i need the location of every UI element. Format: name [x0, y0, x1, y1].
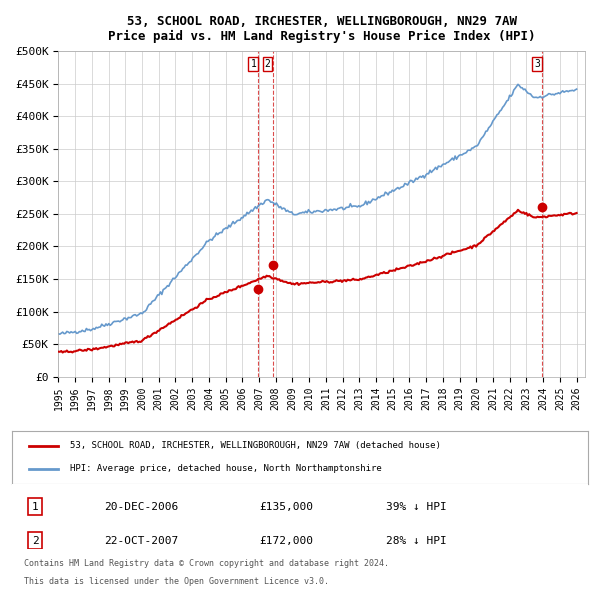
Text: 11-DEC-2023: 11-DEC-2023	[104, 570, 178, 579]
Text: 2: 2	[32, 536, 38, 546]
Text: 3: 3	[535, 59, 540, 69]
Text: 35% ↓ HPI: 35% ↓ HPI	[386, 570, 447, 579]
Text: 20-DEC-2006: 20-DEC-2006	[104, 502, 178, 512]
Text: 3: 3	[32, 570, 38, 579]
Text: This data is licensed under the Open Government Licence v3.0.: This data is licensed under the Open Gov…	[23, 577, 329, 586]
Text: 1: 1	[32, 502, 38, 512]
Title: 53, SCHOOL ROAD, IRCHESTER, WELLINGBOROUGH, NN29 7AW
Price paid vs. HM Land Regi: 53, SCHOOL ROAD, IRCHESTER, WELLINGBOROU…	[108, 15, 535, 43]
Text: HPI: Average price, detached house, North Northamptonshire: HPI: Average price, detached house, Nort…	[70, 464, 382, 473]
Text: 53, SCHOOL ROAD, IRCHESTER, WELLINGBOROUGH, NN29 7AW (detached house): 53, SCHOOL ROAD, IRCHESTER, WELLINGBOROU…	[70, 441, 440, 450]
Text: Contains HM Land Registry data © Crown copyright and database right 2024.: Contains HM Land Registry data © Crown c…	[23, 559, 389, 568]
Text: £172,000: £172,000	[260, 536, 314, 546]
Text: 1: 1	[250, 59, 256, 69]
Text: £135,000: £135,000	[260, 502, 314, 512]
Text: 2: 2	[265, 59, 271, 69]
Text: 22-OCT-2007: 22-OCT-2007	[104, 536, 178, 546]
Text: 28% ↓ HPI: 28% ↓ HPI	[386, 536, 447, 546]
Text: £260,000: £260,000	[260, 570, 314, 579]
Text: 39% ↓ HPI: 39% ↓ HPI	[386, 502, 447, 512]
